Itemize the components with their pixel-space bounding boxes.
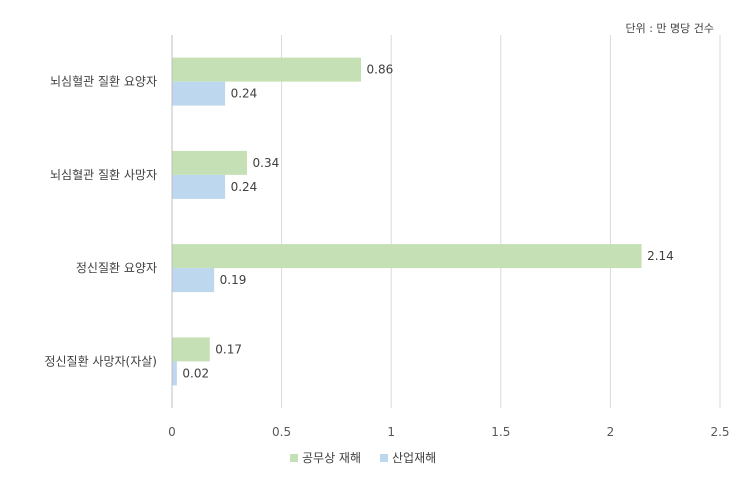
data-label: 0.02: [182, 366, 209, 380]
data-label: 0.24: [231, 87, 258, 101]
category-label: 뇌심혈관 질환 사망자: [50, 168, 157, 182]
x-tick-label: 2.5: [710, 425, 729, 439]
unit-note: 단위 : 만 명당 건수: [625, 22, 714, 35]
bar: [172, 244, 642, 269]
legend-swatch: [290, 454, 298, 462]
x-tick-label: 1: [387, 425, 395, 439]
data-label: 2.14: [647, 249, 674, 263]
legend-label: 산업재해: [392, 451, 436, 465]
x-tick-label: 2: [607, 425, 615, 439]
bar: [172, 268, 215, 293]
bar: [172, 337, 210, 362]
x-tick-label: 1.5: [491, 425, 510, 439]
bar: [172, 150, 248, 175]
bar: [172, 57, 362, 82]
category-label: 정신질환 사망자(자살): [44, 354, 157, 368]
data-label: 0.34: [253, 156, 280, 170]
category-label: 뇌심혈관 질환 요양자: [50, 75, 157, 89]
x-tick-label: 0.5: [272, 425, 291, 439]
data-label: 0.19: [220, 273, 247, 287]
bar: [172, 174, 226, 199]
data-label: 0.17: [215, 342, 242, 356]
data-label: 0.24: [231, 180, 258, 194]
bar: [172, 361, 177, 386]
data-label: 0.86: [367, 63, 394, 77]
category-label: 정신질환 요양자: [76, 261, 157, 275]
legend-swatch: [380, 454, 388, 462]
x-tick-label: 0: [168, 425, 176, 439]
legend-label: 공무상 재해: [302, 451, 361, 465]
bar: [172, 81, 226, 106]
